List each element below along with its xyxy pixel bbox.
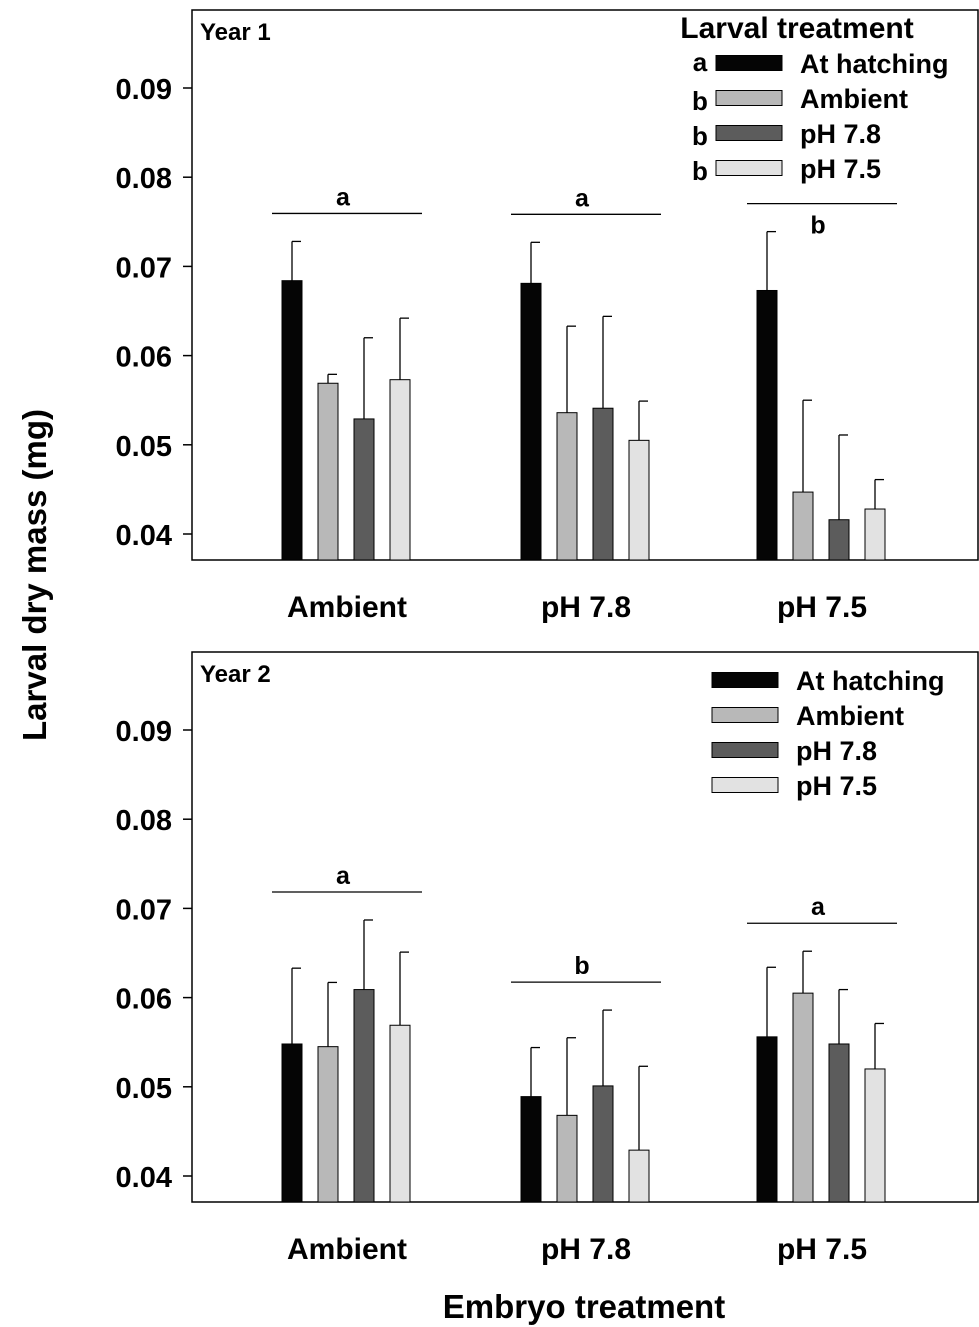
bar bbox=[792, 992, 814, 1203]
y-tick-label: 0.06 bbox=[116, 342, 172, 374]
chart-panel-1: Year 1 0.04 0.05 0.06 0.07 0.08 0.09 Ambient pH … bbox=[116, 9, 979, 624]
x-tick-label: pH 7.5 bbox=[777, 591, 867, 624]
legend-swatch bbox=[715, 90, 783, 106]
bar bbox=[317, 382, 339, 561]
bar bbox=[828, 519, 850, 561]
x-tick-label: Ambient bbox=[287, 591, 407, 624]
legend-title: Larval treatment bbox=[680, 12, 913, 45]
bar bbox=[353, 418, 375, 561]
legend-letter: a bbox=[693, 47, 708, 77]
bar bbox=[389, 1024, 411, 1203]
plot-frame bbox=[191, 651, 979, 1203]
x-tick-label: pH 7.5 bbox=[777, 1233, 867, 1266]
bar bbox=[281, 1043, 303, 1203]
legend-swatch bbox=[715, 160, 783, 176]
bar bbox=[281, 280, 303, 561]
bar bbox=[556, 412, 578, 561]
bar bbox=[520, 1096, 542, 1203]
x-tick-label: Ambient bbox=[287, 1233, 407, 1266]
legend-swatch bbox=[711, 777, 779, 793]
bar bbox=[592, 407, 614, 561]
bar bbox=[520, 282, 542, 561]
significance-letter: b bbox=[574, 952, 589, 980]
x-tick-label: pH 7.8 bbox=[541, 1233, 631, 1266]
panel-label: Year 1 bbox=[200, 19, 271, 46]
x-tick-label: pH 7.8 bbox=[541, 591, 631, 624]
bar bbox=[353, 989, 375, 1203]
legend-swatch bbox=[711, 672, 779, 688]
bar bbox=[828, 1043, 850, 1203]
legend: At hatching Ambient pH 7.8 pH 7.5 bbox=[711, 666, 945, 801]
significance-letter: b bbox=[810, 212, 825, 240]
legend-swatch bbox=[711, 742, 779, 758]
y-tick-label: 0.05 bbox=[116, 1073, 172, 1105]
y-tick-label: 0.08 bbox=[116, 805, 172, 837]
y-tick-label: 0.05 bbox=[116, 431, 172, 463]
legend: Larval treatment At hatching a Ambient b pH 7… bbox=[680, 12, 948, 186]
bar bbox=[756, 1036, 778, 1203]
bar bbox=[592, 1085, 614, 1203]
y-tick-label: 0.04 bbox=[116, 520, 172, 552]
legend-letter: b bbox=[692, 86, 708, 116]
legend-label: pH 7.5 bbox=[800, 154, 881, 184]
chart-panel-2: Year 2 0.04 0.05 0.06 0.07 0.08 0.09 Ambient pH … bbox=[116, 651, 979, 1266]
bar bbox=[864, 508, 886, 561]
x-axis-title: Embryo treatment bbox=[443, 1288, 725, 1325]
legend-label: At hatching bbox=[800, 49, 949, 79]
significance-letter: a bbox=[336, 183, 351, 211]
plot-frame bbox=[191, 9, 979, 561]
significance-letter: a bbox=[575, 184, 590, 212]
legend-label: pH 7.8 bbox=[800, 119, 881, 149]
legend-label: Ambient bbox=[800, 84, 908, 114]
significance-letter: a bbox=[811, 893, 826, 921]
legend-label: Ambient bbox=[796, 701, 904, 731]
y-tick-label: 0.04 bbox=[116, 1162, 172, 1194]
y-tick-label: 0.07 bbox=[116, 252, 172, 284]
y-tick-label: 0.09 bbox=[116, 74, 172, 106]
legend-swatch bbox=[711, 707, 779, 723]
y-axis-title: Larval dry mass (mg) bbox=[16, 409, 53, 741]
bar bbox=[864, 1068, 886, 1203]
bar bbox=[389, 379, 411, 561]
legend-label: pH 7.5 bbox=[796, 771, 877, 801]
bar bbox=[756, 289, 778, 561]
bar bbox=[556, 1114, 578, 1203]
bar bbox=[628, 439, 650, 561]
bar bbox=[792, 491, 814, 561]
bar bbox=[317, 1046, 339, 1203]
legend-label: pH 7.8 bbox=[796, 736, 877, 766]
legend-letter: b bbox=[692, 121, 708, 151]
bar bbox=[628, 1149, 650, 1203]
legend-label: At hatching bbox=[796, 666, 945, 696]
legend-letter: b bbox=[692, 156, 708, 186]
legend-swatch bbox=[715, 55, 783, 71]
y-tick-label: 0.06 bbox=[116, 984, 172, 1016]
significance-letter: a bbox=[336, 862, 351, 890]
panel-label: Year 2 bbox=[200, 661, 271, 688]
legend-swatch bbox=[715, 125, 783, 141]
y-tick-label: 0.07 bbox=[116, 894, 172, 926]
y-tick-label: 0.09 bbox=[116, 716, 172, 748]
y-tick-label: 0.08 bbox=[116, 163, 172, 195]
